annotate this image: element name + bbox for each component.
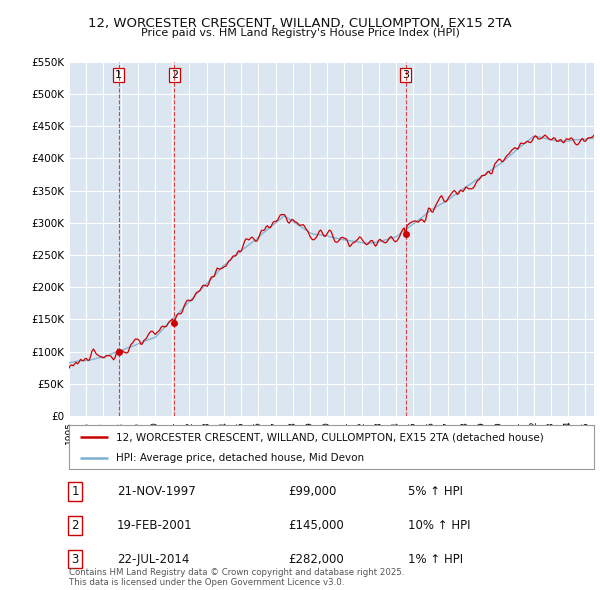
Text: Price paid vs. HM Land Registry's House Price Index (HPI): Price paid vs. HM Land Registry's House … [140,28,460,38]
Text: 1: 1 [115,70,122,80]
Text: 2: 2 [71,519,79,532]
Text: £282,000: £282,000 [288,552,344,566]
Text: 1: 1 [71,485,79,499]
Text: 1% ↑ HPI: 1% ↑ HPI [408,552,463,566]
Text: £145,000: £145,000 [288,519,344,532]
Text: 22-JUL-2014: 22-JUL-2014 [117,552,190,566]
Text: £99,000: £99,000 [288,485,337,499]
Text: 19-FEB-2001: 19-FEB-2001 [117,519,193,532]
Text: 3: 3 [71,552,79,566]
Text: 21-NOV-1997: 21-NOV-1997 [117,485,196,499]
Text: Contains HM Land Registry data © Crown copyright and database right 2025.
This d: Contains HM Land Registry data © Crown c… [69,568,404,587]
Text: 2: 2 [171,70,178,80]
Text: 12, WORCESTER CRESCENT, WILLAND, CULLOMPTON, EX15 2TA: 12, WORCESTER CRESCENT, WILLAND, CULLOMP… [88,17,512,30]
Text: 3: 3 [402,70,409,80]
Text: 12, WORCESTER CRESCENT, WILLAND, CULLOMPTON, EX15 2TA (detached house): 12, WORCESTER CRESCENT, WILLAND, CULLOMP… [116,432,544,442]
Text: 10% ↑ HPI: 10% ↑ HPI [408,519,470,532]
Text: HPI: Average price, detached house, Mid Devon: HPI: Average price, detached house, Mid … [116,453,364,463]
Text: 5% ↑ HPI: 5% ↑ HPI [408,485,463,499]
